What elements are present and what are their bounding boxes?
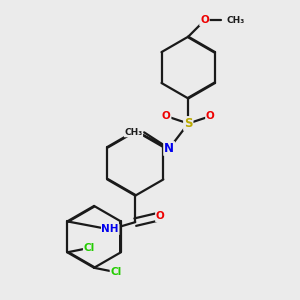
Text: O: O [156, 211, 165, 221]
Text: O: O [200, 15, 209, 26]
Text: S: S [184, 117, 193, 130]
Text: CH₃: CH₃ [226, 16, 245, 25]
Text: Cl: Cl [84, 243, 95, 253]
Text: Cl: Cl [110, 267, 122, 277]
Text: O: O [206, 111, 215, 121]
Text: NH: NH [101, 224, 119, 235]
Text: N: N [164, 142, 174, 155]
Text: CH₃: CH₃ [124, 128, 142, 137]
Text: O: O [162, 111, 171, 121]
